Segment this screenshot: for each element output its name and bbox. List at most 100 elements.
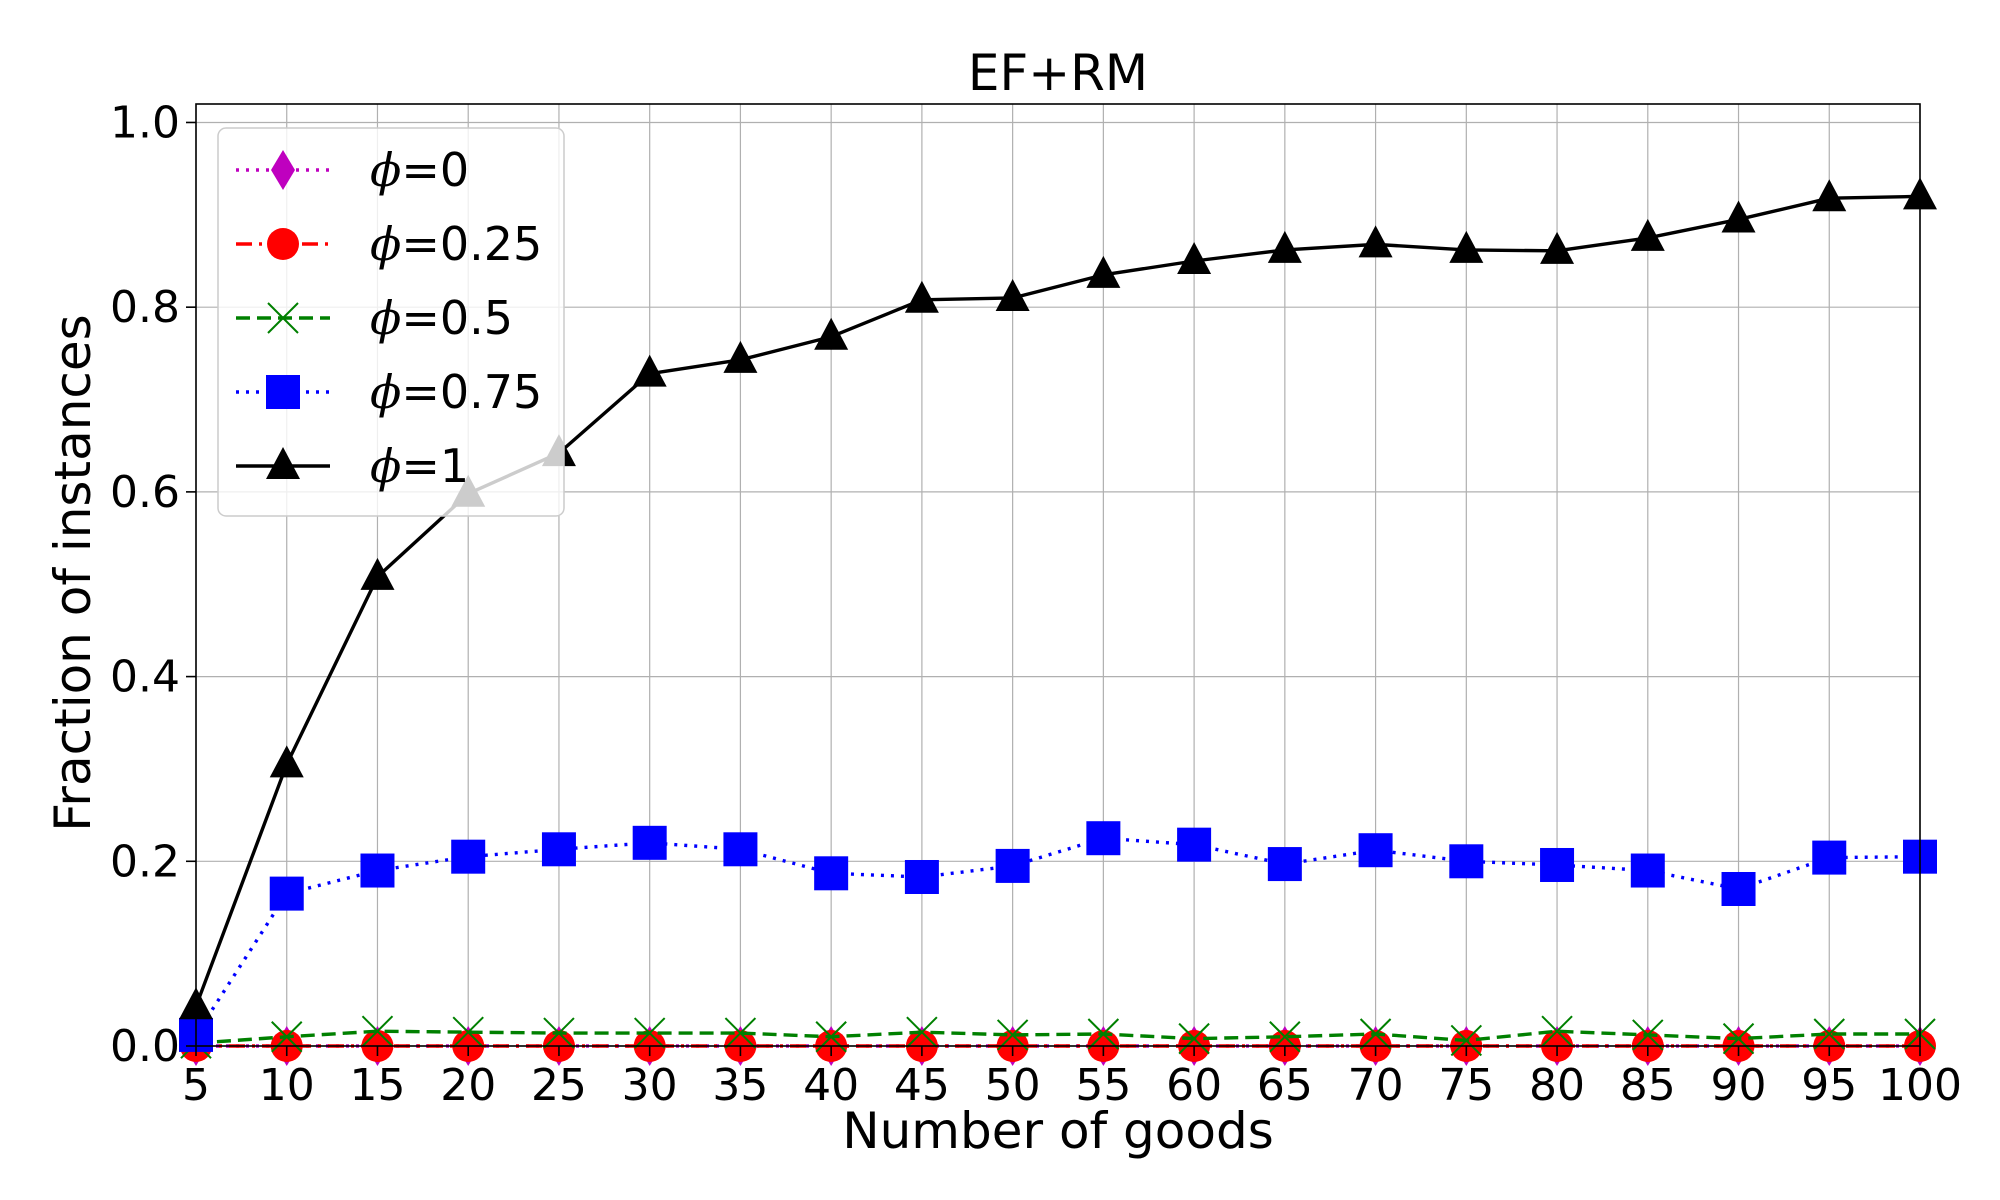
y-tick-label: 0.2 <box>110 836 180 887</box>
legend-label-value: =0 <box>401 143 469 197</box>
legend-label-symbol: ϕ <box>370 365 401 419</box>
series-point <box>995 278 1030 311</box>
legend-label: ϕ=0.25 <box>370 217 542 271</box>
ticks: 5 10 15 20 25 30 35 40 45 50 55 60 65 70 75 80 85 90 95 100… <box>110 97 1962 1111</box>
series-point <box>543 1017 575 1049</box>
legend-label-value: =1 <box>401 439 469 493</box>
series-point <box>723 340 758 373</box>
y-tick-label: 0.4 <box>110 652 180 703</box>
series-point <box>1812 179 1847 212</box>
x-tick-label: 75 <box>1438 1060 1494 1111</box>
legend-entry: ϕ=0 <box>236 143 469 197</box>
y-tick-label: 0.0 <box>110 1021 180 1072</box>
legend-entry: ϕ=1 <box>236 439 469 493</box>
series-point <box>1540 231 1575 264</box>
y-tick-label: 0.6 <box>110 467 180 518</box>
series-point <box>1267 847 1302 882</box>
series-point <box>632 825 667 860</box>
series-point <box>996 1019 1029 1051</box>
legend-entry: ϕ=0.75 <box>236 365 542 419</box>
x-tick-label: 90 <box>1711 1060 1767 1111</box>
x-tick-label: 35 <box>712 1060 768 1111</box>
series-point <box>906 1016 938 1048</box>
series-point <box>1086 255 1121 288</box>
x-tick-label: 25 <box>531 1060 587 1111</box>
x-tick-label: 70 <box>1348 1060 1404 1111</box>
x-axis-label: Number of goods <box>842 1102 1274 1160</box>
series-point <box>1449 230 1484 263</box>
series-point <box>633 1017 666 1049</box>
series-line <box>195 1029 1920 1045</box>
series-point <box>1630 853 1665 888</box>
series-point <box>904 280 939 313</box>
series-point <box>995 848 1030 883</box>
series-point <box>360 853 395 888</box>
series-point <box>1178 1022 1210 1055</box>
series-group <box>179 821 1937 1052</box>
series-group <box>180 1015 1936 1059</box>
chart-title: EF+RM <box>968 44 1148 102</box>
legend-label: ϕ=1 <box>370 439 469 493</box>
y-axis-label: Fraction of instances <box>44 314 102 831</box>
series-point <box>1449 844 1484 879</box>
x-tick-label: 10 <box>259 1060 315 1111</box>
legend-marker <box>266 375 300 409</box>
legend-label-value: =0.5 <box>401 291 513 345</box>
legend-label-symbol: ϕ <box>370 439 401 493</box>
series-point <box>1358 225 1393 258</box>
legend-entry: ϕ=0.5 <box>236 291 513 345</box>
x-tick-label: 85 <box>1620 1060 1676 1111</box>
legend-marker <box>267 302 299 334</box>
legend-marker <box>267 228 299 260</box>
series-point <box>1450 1024 1483 1057</box>
series-point <box>1632 1019 1664 1051</box>
series-point <box>1358 833 1393 868</box>
x-tick-label: 30 <box>622 1060 678 1111</box>
x-tick-label: 60 <box>1166 1060 1222 1111</box>
y-tick-label: 1.0 <box>110 97 180 148</box>
legend-entry: ϕ=0.25 <box>236 217 542 271</box>
series-group <box>179 177 1937 1020</box>
series-point <box>269 745 304 778</box>
series-point <box>361 1015 394 1047</box>
series-point <box>1721 872 1756 906</box>
legend: ϕ=0ϕ=0.25ϕ=0.5ϕ=0.75ϕ=1 <box>217 127 565 517</box>
series-point <box>452 1016 484 1048</box>
series-point <box>1177 827 1212 862</box>
series-point <box>1540 847 1575 882</box>
x-tick-label: 65 <box>1257 1060 1313 1111</box>
legend-label-symbol: ϕ <box>370 291 401 345</box>
legend-label: ϕ=0.5 <box>370 291 513 345</box>
legend-marker <box>266 447 300 479</box>
x-tick-label: 40 <box>803 1060 859 1111</box>
series-point <box>904 859 939 894</box>
legend-box <box>217 127 565 517</box>
legend-label-value: =0.25 <box>401 217 542 271</box>
legend-label: ϕ=0 <box>370 143 469 197</box>
plot-frame <box>195 103 1921 1047</box>
legend-label: ϕ=0.75 <box>370 365 542 419</box>
series-point <box>724 1017 757 1049</box>
series-point <box>451 839 486 874</box>
series-point <box>1267 230 1302 263</box>
y-tick-label: 0.8 <box>110 282 180 333</box>
series-point <box>1630 218 1665 251</box>
series-point <box>1086 821 1121 856</box>
x-tick-label: 80 <box>1529 1060 1585 1111</box>
x-tick-label: 55 <box>1075 1060 1131 1111</box>
x-tick-label: 50 <box>985 1060 1041 1111</box>
series-point <box>1087 1018 1120 1050</box>
series-point <box>1812 840 1847 875</box>
series-point <box>269 876 304 911</box>
series-point <box>814 317 849 350</box>
x-tick-label: 15 <box>349 1060 405 1111</box>
x-tick-label: 95 <box>1801 1060 1857 1111</box>
series-point <box>723 832 758 867</box>
series-point <box>632 354 667 387</box>
legend-label-symbol: ϕ <box>370 143 401 197</box>
legend-marker <box>271 150 295 190</box>
series-point <box>1813 1018 1845 1050</box>
legend-label-value: =0.75 <box>401 365 542 419</box>
series-point <box>1541 1015 1573 1047</box>
